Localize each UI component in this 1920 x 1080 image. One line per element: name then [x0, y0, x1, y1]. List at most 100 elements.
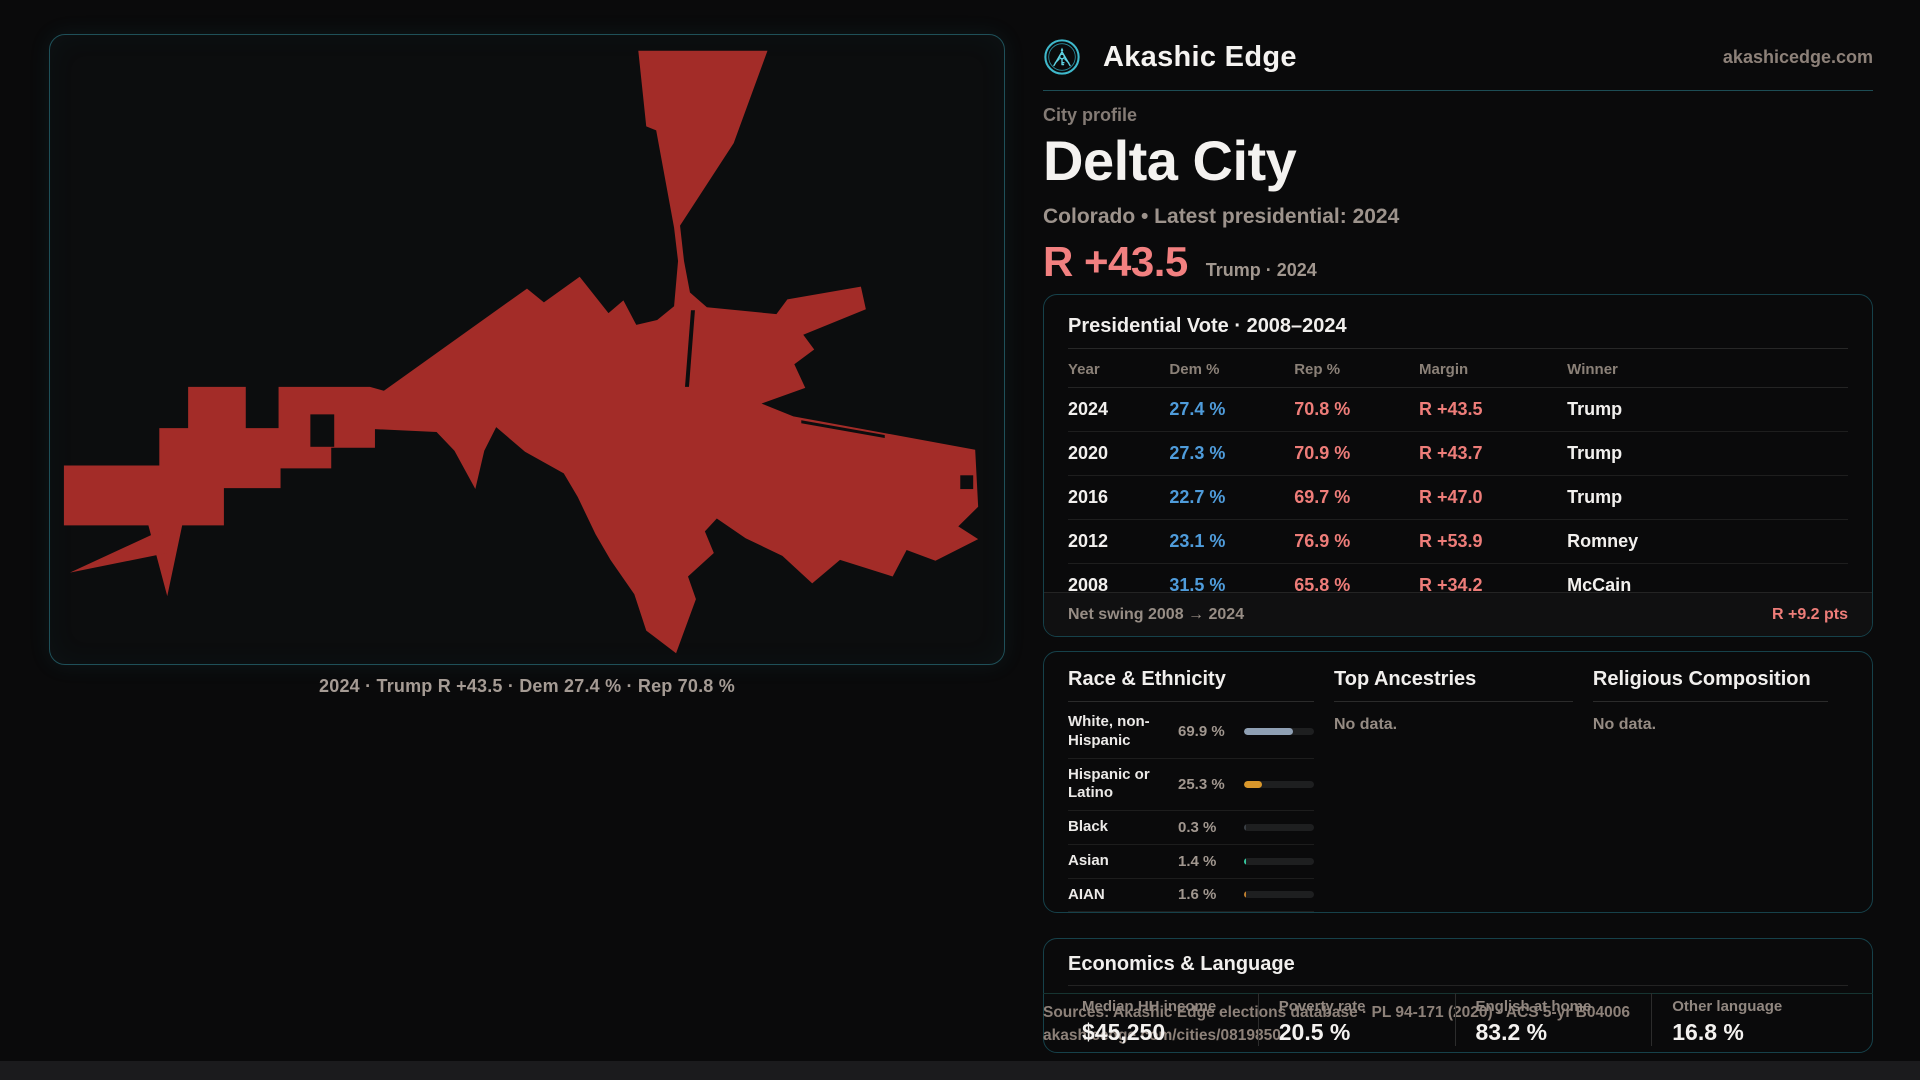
cell-winner: Trump — [1567, 431, 1848, 476]
col-dem: Dem % — [1169, 351, 1295, 388]
table-row: 2008 31.5 % 65.8 % R +34.2 McCain — [1068, 564, 1848, 608]
table-row: 2016 22.7 % 69.7 % R +47.0 Trump — [1068, 475, 1848, 520]
race-row: Hispanic or Latino 25.3 % — [1068, 759, 1314, 811]
stat-english-at-home: English at home 83.2 % — [1454, 993, 1652, 1046]
race-bar — [1244, 823, 1314, 831]
cell-year: 2020 — [1068, 431, 1170, 476]
race-value: 1.4 % — [1178, 852, 1217, 870]
religion-empty-state: No data. — [1592, 716, 1657, 733]
col-rep: Rep % — [1294, 351, 1419, 388]
religion-section: Religious Composition No data. — [1592, 668, 1848, 896]
vote-header-row: Year Dem % Rep % Margin Winner — [1068, 351, 1848, 388]
race-label: White, non-Hispanic — [1068, 713, 1150, 749]
city-polygon — [63, 50, 979, 654]
religion-title-divider — [1592, 701, 1828, 702]
race-row: Black 0.3 % — [1068, 811, 1314, 845]
cell-margin: R +43.7 — [1418, 431, 1568, 476]
race-value: 1.6 % — [1178, 886, 1217, 904]
page-title: Delta City — [1043, 129, 1297, 192]
city-boundary-map[interactable] — [49, 34, 1005, 665]
presidential-vote-card: Presidential Vote · 2008–2024 Year Dem %… — [1043, 294, 1873, 637]
stat-label: English at home — [1475, 998, 1592, 1015]
col-margin: Margin — [1418, 351, 1568, 388]
headline-margin: R +43.5 Trump · 2024 — [1043, 238, 1317, 286]
map-caption: 2024 · Trump R +43.5 · Dem 27.4 % · Rep … — [319, 676, 735, 696]
col-winner: Winner — [1567, 351, 1848, 388]
stat-label: Median HH income — [1082, 998, 1217, 1015]
ancestries-section-title: Top Ancestries — [1334, 668, 1477, 690]
cell-margin: R +53.9 — [1418, 519, 1568, 564]
cell-winner: Romney — [1567, 519, 1848, 564]
cell-dem: 23.1 % — [1169, 519, 1295, 564]
stat-other-language: Other language 16.8 % — [1651, 993, 1848, 1046]
cell-year: 2024 — [1068, 387, 1170, 432]
cell-margin: R +34.2 — [1418, 575, 1483, 595]
stat-label: Other language — [1672, 998, 1783, 1015]
map-slit-neck — [685, 310, 695, 387]
ancestries-empty-state: No data. — [1334, 716, 1398, 733]
cell-rep: 65.8 % — [1294, 575, 1351, 595]
brand-row: Akashic Edge akashicedge.com — [1043, 32, 1873, 82]
race-label: Asian — [1068, 851, 1109, 869]
footer-divider — [1043, 993, 1873, 994]
cell-dem: 27.3 % — [1169, 431, 1295, 476]
stat-poverty-rate: Poverty rate 20.5 % — [1257, 993, 1455, 1046]
economics-stats: Median HH income $45,250 Poverty rate 20… — [1068, 993, 1848, 1046]
race-bar — [1244, 857, 1314, 865]
cell-rep: 70.8 % — [1294, 387, 1419, 432]
city-subtitle: Colorado • Latest presidential: 2024 — [1043, 205, 1400, 228]
stat-median-income: Median HH income $45,250 — [1068, 993, 1258, 1046]
religion-section-title: Religious Composition — [1592, 668, 1811, 690]
race-section-title: Race & Ethnicity — [1068, 668, 1226, 690]
economics-card: Economics & Language Median HH income $4… — [1043, 938, 1873, 1053]
net-swing-row: Net swing 2008 → 2024 R +9.2 pts — [1044, 592, 1872, 636]
vote-title-divider — [1068, 348, 1848, 349]
top-ancestries-section: Top Ancestries No data. — [1334, 668, 1593, 896]
race-row: Asian 1.4 % — [1068, 845, 1314, 879]
map-notch-arm — [310, 414, 335, 447]
economics-card-title: Economics & Language — [1068, 953, 1295, 975]
cell-dem: 22.7 % — [1169, 475, 1295, 520]
ancestries-title-divider — [1334, 701, 1573, 702]
cell-dem: 27.4 % — [1169, 387, 1295, 432]
vote-card-title: Presidential Vote · 2008–2024 — [1068, 315, 1347, 337]
race-value: 69.9 % — [1178, 723, 1225, 741]
race-label: Black — [1068, 818, 1109, 835]
city-polygon-sliver — [69, 530, 168, 573]
headline-margin-value: R +43.5 — [1043, 238, 1188, 285]
race-bar — [1244, 891, 1314, 899]
race-ethnicity-section: Race & Ethnicity White, non-Hispanic 69.9… — [1068, 668, 1334, 913]
header-divider — [1043, 90, 1873, 91]
cell-rep: 70.9 % — [1294, 431, 1419, 476]
stat-label: Poverty rate — [1278, 998, 1366, 1015]
stat-value: $45,250 — [1082, 1019, 1166, 1045]
site-domain-link[interactable]: akashicedge.com — [1722, 46, 1873, 67]
footer-sources: Sources: Akashic Edge elections database… — [1043, 1003, 1743, 1045]
cell-winner: McCain — [1567, 575, 1632, 595]
race-row: AIAN 1.6 % — [1068, 879, 1314, 913]
akashic-edge-logo-icon[interactable] — [1043, 38, 1081, 76]
map-slit-east — [801, 420, 885, 438]
demographics-card: Race & Ethnicity White, non-Hispanic 69.9… — [1043, 651, 1873, 913]
city-permalink[interactable]: akashicedge.com/cities/0819850 — [1043, 1027, 1281, 1045]
cell-winner: Trump — [1567, 387, 1848, 432]
net-swing-label: Net swing 2008 → 2024 — [1068, 605, 1245, 623]
net-swing-value: R +9.2 pts — [1771, 605, 1848, 623]
cell-year: 2008 — [1068, 575, 1109, 595]
cell-winner: Trump — [1567, 475, 1848, 520]
race-title-divider — [1068, 701, 1314, 702]
stat-value: 16.8 % — [1672, 1019, 1744, 1045]
race-value: 0.3 % — [1178, 818, 1217, 836]
cell-rep: 76.9 % — [1294, 519, 1419, 564]
presidential-vote-table: Year Dem % Rep % Margin Winner 2024 27.4… — [1068, 351, 1848, 607]
cell-rep: 69.7 % — [1294, 475, 1419, 520]
cell-year: 2012 — [1068, 519, 1170, 564]
cell-year: 2016 — [1068, 475, 1170, 520]
brand-name: Akashic Edge — [1103, 40, 1297, 73]
city-boundary-svg — [63, 50, 979, 654]
race-bar — [1244, 780, 1314, 788]
race-label: Hispanic or Latino — [1068, 765, 1150, 802]
stat-value: 83.2 % — [1475, 1019, 1548, 1045]
cell-margin: R +47.0 — [1418, 475, 1568, 520]
